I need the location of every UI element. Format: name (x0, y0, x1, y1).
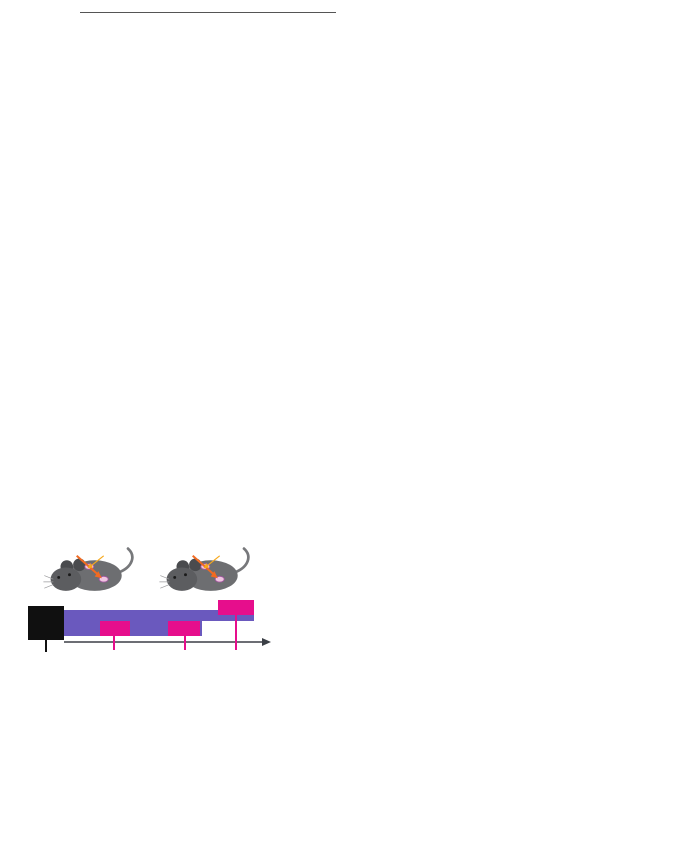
panel-c (523, 24, 685, 184)
panel-n (518, 536, 685, 683)
timeline-gap (202, 621, 254, 636)
panel-f (344, 166, 516, 348)
timeline-day0-box (28, 606, 64, 640)
chart-ratio2 (578, 681, 685, 831)
timeline-day5-box (100, 621, 130, 636)
panel-k (516, 350, 685, 535)
panel-r (356, 681, 456, 843)
rag1-mouse-illustration (159, 547, 250, 591)
timeline-day15-box (218, 600, 254, 615)
panel-d (0, 166, 172, 348)
panel-p (114, 681, 230, 843)
panel-l (0, 536, 272, 688)
group-header-line (80, 12, 336, 13)
callout-line-day15 (235, 615, 237, 650)
panel-g (516, 166, 685, 348)
callout-killing (190, 652, 272, 659)
panel-e (172, 166, 344, 348)
callout-line-day5 (113, 636, 115, 650)
panel-m (263, 536, 523, 686)
chart-cd206-dose2 (516, 350, 685, 500)
panel-a (0, 0, 342, 166)
callout-line-day0 (45, 640, 47, 652)
panel-s (456, 681, 578, 843)
chart-il6 (523, 24, 685, 174)
callout-line-day10 (184, 636, 186, 650)
chart-arg1 (516, 166, 685, 316)
panel-q (228, 681, 356, 843)
wt-mouse-illustration (43, 547, 134, 591)
panel-b (346, 24, 521, 184)
timeline-day10-box (168, 621, 200, 636)
timeline-arrow (64, 638, 271, 646)
panel-o (0, 681, 114, 843)
panel-h (0, 350, 172, 535)
panel-j (344, 350, 516, 535)
chart-wound-score (518, 536, 685, 686)
panel-i (172, 350, 344, 535)
panel-t (578, 681, 683, 843)
